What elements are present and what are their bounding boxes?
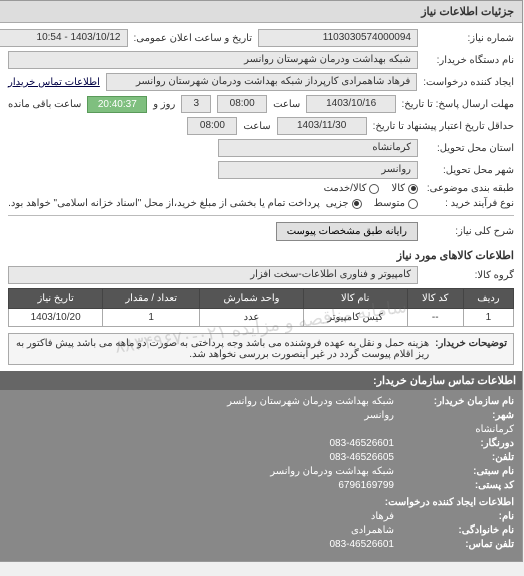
col-name: نام کالا — [304, 289, 408, 309]
footer-province: کرمانشاه — [476, 424, 515, 435]
name-label: نام: — [395, 511, 515, 522]
deadline-label: مهلت ارسال پاسخ: تا تاریخ: — [403, 99, 515, 110]
org-label: نام سازمان خریدار: — [395, 396, 515, 407]
public-date-field: 1403/10/12 - 10:54 — [0, 29, 129, 47]
phone-label: تلفن: — [395, 452, 515, 463]
radio-kala-khedmat[interactable]: کالا/خدمت — [325, 183, 381, 194]
divider — [9, 215, 515, 216]
summary-button[interactable]: رایانه طبق مشخصات پیوست — [277, 222, 419, 241]
cell-row: 1 — [464, 309, 514, 327]
buyer-field: شبکه بهداشت ودرمان شهرستان روانسر — [9, 51, 419, 69]
creator-field: فرهاد شاهمرادی کارپرداز شبکه بهداشت ودرم… — [107, 73, 418, 91]
org-value: شبکه بهداشت ودرمان شهرستان روانسر — [228, 396, 395, 407]
group-label: گروه کالا: — [425, 270, 515, 281]
note-text: هزینه حمل و نقل به عهده فروشنده می باشد … — [16, 338, 430, 360]
purchase-type-radios: متوسط جزیی — [327, 198, 419, 209]
col-row: ردیف — [464, 289, 514, 309]
delivery-time-label: ساعت — [244, 121, 271, 132]
request-no-field: 1103030574000094 — [259, 29, 419, 47]
radio-medium[interactable]: متوسط — [375, 198, 419, 209]
buyer-note-box: توضیحات خریدار: هزینه حمل و نقل به عهده … — [9, 333, 515, 365]
summary-label: شرح کلی نیاز: — [425, 226, 515, 237]
radio-circle-icon — [353, 199, 363, 209]
radio-kala[interactable]: کالا — [392, 183, 419, 194]
radio-circle-icon — [409, 199, 419, 209]
deadline-time-field: 08:00 — [218, 95, 268, 113]
cell-date: 1403/10/20 — [10, 309, 104, 327]
public-date-label: تاریخ و ساعت اعلان عمومی: — [135, 33, 254, 44]
creator-label: ایجاد کننده درخواست: — [424, 77, 515, 88]
goods-section-title: اطلاعات کالاهای مورد نیاز — [9, 249, 515, 262]
watermark-wrapper: ردیف کد کالا نام کالا واحد شمارش تعداد /… — [9, 288, 515, 365]
postal-name-label: نام سبتی: — [395, 466, 515, 477]
table-row: 1 -- کیس کامپیوتر عدد 1 1403/10/20 — [10, 309, 515, 327]
radio-circle-icon — [409, 184, 419, 194]
city-field: روانسر — [219, 161, 419, 179]
form-body: شماره نیاز: 1103030574000094 تاریخ و ساع… — [1, 23, 523, 371]
delivery-date-field: 1403/11/30 — [278, 117, 368, 135]
postal-code-value: 6796169799 — [339, 480, 395, 491]
request-no-label: شماره نیاز: — [425, 33, 515, 44]
footer-city-value: روانسر — [365, 410, 395, 421]
radio-partial[interactable]: جزیی — [327, 198, 363, 209]
goods-table: ردیف کد کالا نام کالا واحد شمارش تعداد /… — [9, 288, 515, 327]
req-creator-title: اطلاعات ایجاد کننده درخواست: — [386, 497, 515, 508]
cell-name: کیس کامپیوتر — [304, 309, 408, 327]
remaining-time-field: 20:40:37 — [88, 96, 148, 113]
name-value: فرهاد — [372, 511, 395, 522]
radio-medium-label: متوسط — [375, 198, 406, 209]
contact-link[interactable]: اطلاعات تماس خریدار — [9, 77, 101, 88]
delivery-time-field: 08:00 — [188, 117, 238, 135]
col-qty: تعداد / مقدار — [104, 289, 201, 309]
fax-label: دورنگار: — [395, 438, 515, 449]
group-field: کامپیوتر و فناوری اطلاعات-سخت افزار — [9, 266, 419, 284]
radio-partial-label: جزیی — [327, 198, 350, 209]
fax-value: 083-46526601 — [330, 438, 395, 449]
family-label: نام خانوادگی: — [395, 525, 515, 536]
contact-phone-label: تلفن تماس: — [395, 539, 515, 550]
footer-city-label: شهر: — [395, 410, 515, 421]
phone-value: 083-46526605 — [330, 452, 395, 463]
cell-unit: عدد — [201, 309, 305, 327]
province-field: کرمانشاه — [219, 139, 419, 157]
radio-kala-khedmat-label: کالا/خدمت — [325, 183, 368, 194]
family-value: شاهمرادی — [352, 525, 395, 536]
buyer-label: نام دستگاه خریدار: — [425, 55, 515, 66]
radio-circle-icon — [370, 184, 380, 194]
cell-code: -- — [408, 309, 464, 327]
contact-phone-value: 083-46526601 — [330, 539, 395, 550]
postal-code-label: کد پستی: — [395, 480, 515, 491]
purchase-type-label: نوع فرآیند خرید : — [425, 198, 515, 209]
purchase-note: پرداخت تمام یا بخشی از مبلغ خرید،از محل … — [9, 198, 321, 209]
classification-label: طبقه بندی موضوعی: — [425, 183, 515, 194]
footer-section: اطلاعات تماس سازمان خریدار: نام سازمان خ… — [1, 371, 523, 561]
remaining-days-label: روز و — [154, 99, 176, 110]
note-label: توضیحات خریدار: — [436, 338, 508, 360]
deadline-time-label: ساعت — [274, 99, 301, 110]
cell-qty: 1 — [104, 309, 201, 327]
deadline-date-field: 1403/10/16 — [307, 95, 397, 113]
remaining-days-field: 3 — [182, 95, 212, 113]
remaining-label: ساعت باقی مانده — [9, 99, 82, 110]
province-label: استان محل تحویل: — [425, 143, 515, 154]
classification-radios: کالا کالا/خدمت — [325, 183, 419, 194]
col-code: کد کالا — [408, 289, 464, 309]
page-container: جزئیات اطلاعات نیاز شماره نیاز: 11030305… — [0, 0, 524, 562]
col-date: تاریخ نیاز — [10, 289, 104, 309]
city-label: شهر محل تحویل: — [425, 165, 515, 176]
postal-name-value: شبکه بهداشت ودرمان روانسر — [271, 466, 395, 477]
radio-kala-label: کالا — [392, 183, 406, 194]
delivery-label: حداقل تاریخ اعتبار پیشنهاد تا تاریخ: — [374, 121, 515, 132]
footer-title: اطلاعات تماس سازمان خریدار: — [1, 371, 523, 390]
col-unit: واحد شمارش — [201, 289, 305, 309]
main-header: جزئیات اطلاعات نیاز — [1, 1, 523, 23]
